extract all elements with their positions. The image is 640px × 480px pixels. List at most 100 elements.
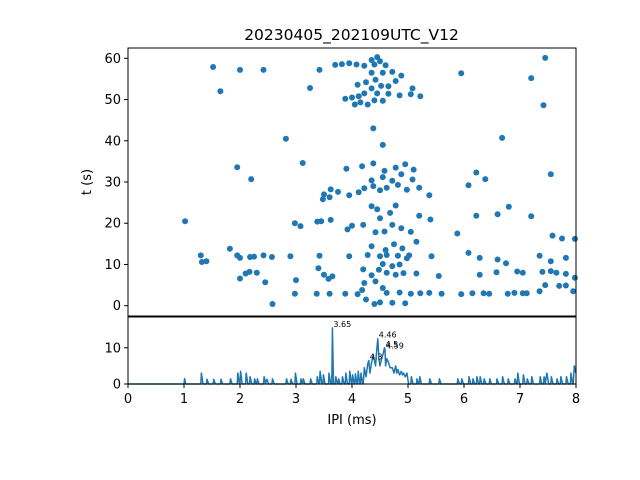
scatter-point	[307, 85, 313, 91]
scatter-point	[385, 90, 392, 97]
scatter-point	[349, 222, 355, 229]
scatter-point	[392, 202, 399, 209]
scatter-point	[413, 270, 420, 277]
scatter-point	[540, 102, 547, 109]
scatter-point	[299, 160, 306, 166]
scatter-point	[361, 185, 368, 192]
scatter-point	[536, 288, 543, 295]
scatter-point	[571, 235, 578, 242]
scatter-point	[368, 85, 375, 92]
scatter-point	[368, 57, 375, 63]
y-tick-label: 20	[104, 217, 121, 232]
scatter-point	[398, 171, 405, 178]
peak-label: 4.5	[385, 340, 398, 349]
scatter-point	[344, 226, 351, 233]
scatter-point	[402, 300, 409, 307]
y-tick-label: 40	[104, 134, 121, 149]
scatter-point	[371, 301, 378, 307]
scatter-point	[413, 238, 420, 245]
scatter-point	[416, 212, 423, 219]
scatter-point	[383, 289, 390, 296]
scatter-point	[385, 83, 392, 90]
scatter-point	[371, 61, 378, 68]
scatter-frame	[127, 47, 577, 317]
scatter-point	[562, 270, 569, 277]
scatter-point	[469, 290, 476, 297]
scatter-point	[198, 259, 205, 265]
x-axis-label: IPI (ms)	[327, 413, 376, 428]
x-tick-label: 4	[348, 392, 356, 407]
scatter-point	[409, 85, 416, 92]
y-tick-label: 60	[104, 52, 121, 67]
scatter-point	[297, 223, 304, 230]
scatter-point	[394, 181, 401, 188]
scatter-point	[403, 186, 410, 193]
scatter-point	[473, 169, 480, 176]
peak-label: 3.65	[333, 320, 351, 329]
scatter-point	[287, 253, 294, 260]
scatter-point	[326, 194, 333, 201]
scatter-point	[406, 252, 413, 259]
scatter-point	[291, 220, 298, 227]
scatter-point	[360, 221, 367, 228]
scatter-point	[363, 296, 369, 303]
scatter-point	[417, 290, 424, 297]
scatter-point	[476, 271, 483, 278]
scatter-point	[454, 230, 461, 237]
scatter-point	[392, 164, 399, 171]
scatter-point	[486, 290, 493, 297]
scatter-point	[407, 290, 414, 297]
scatter-point	[389, 263, 396, 270]
scatter-point	[329, 273, 336, 280]
scatter-point	[364, 101, 371, 108]
scatter-point	[377, 299, 383, 306]
scatter-point	[379, 285, 386, 291]
scatter-point	[237, 275, 243, 282]
y-tick-label: 30	[104, 176, 121, 191]
scatter-point	[375, 266, 382, 273]
scatter-point	[361, 280, 368, 286]
scatter-point	[374, 54, 381, 61]
scatter-point	[559, 235, 565, 242]
scatter-point	[343, 165, 350, 172]
scatter-point	[359, 287, 366, 293]
scatter-point	[399, 245, 406, 252]
scatter-point	[370, 160, 377, 167]
scatter-point	[505, 203, 512, 210]
scatter-point	[282, 135, 289, 142]
scatter-point	[368, 177, 375, 184]
scatter-point	[361, 90, 368, 97]
scatter-point	[346, 192, 353, 199]
scatter-point	[539, 268, 546, 275]
scatter-point	[536, 252, 543, 259]
scatter-point	[547, 171, 554, 178]
scatter-point	[342, 290, 349, 297]
scatter-point	[237, 66, 243, 73]
scatter-point	[435, 273, 442, 279]
scatter-point	[383, 269, 390, 276]
scatter-point	[396, 289, 403, 296]
scatter-point	[549, 232, 556, 239]
scatter-point	[499, 134, 506, 141]
scatter-point	[407, 91, 414, 98]
histogram-line	[128, 327, 577, 385]
scatter-point	[458, 291, 465, 298]
scatter-point	[389, 299, 396, 306]
scatter-point	[392, 271, 399, 278]
scatter-point	[383, 184, 390, 191]
scatter-point	[360, 266, 367, 273]
scatter-point	[327, 186, 334, 193]
scatter-point	[368, 243, 375, 250]
scatter-point	[313, 290, 320, 297]
scatter-point	[291, 290, 298, 297]
scatter-point	[542, 54, 549, 61]
scatter-point	[251, 253, 257, 260]
scatter-point	[571, 274, 578, 281]
scatter-point	[387, 209, 394, 216]
scatter-point	[338, 61, 345, 68]
scatter-point	[368, 272, 375, 279]
peak-label: 4.46	[379, 331, 397, 340]
x-tick-label: 8	[572, 392, 580, 407]
scatter-point	[511, 289, 518, 296]
